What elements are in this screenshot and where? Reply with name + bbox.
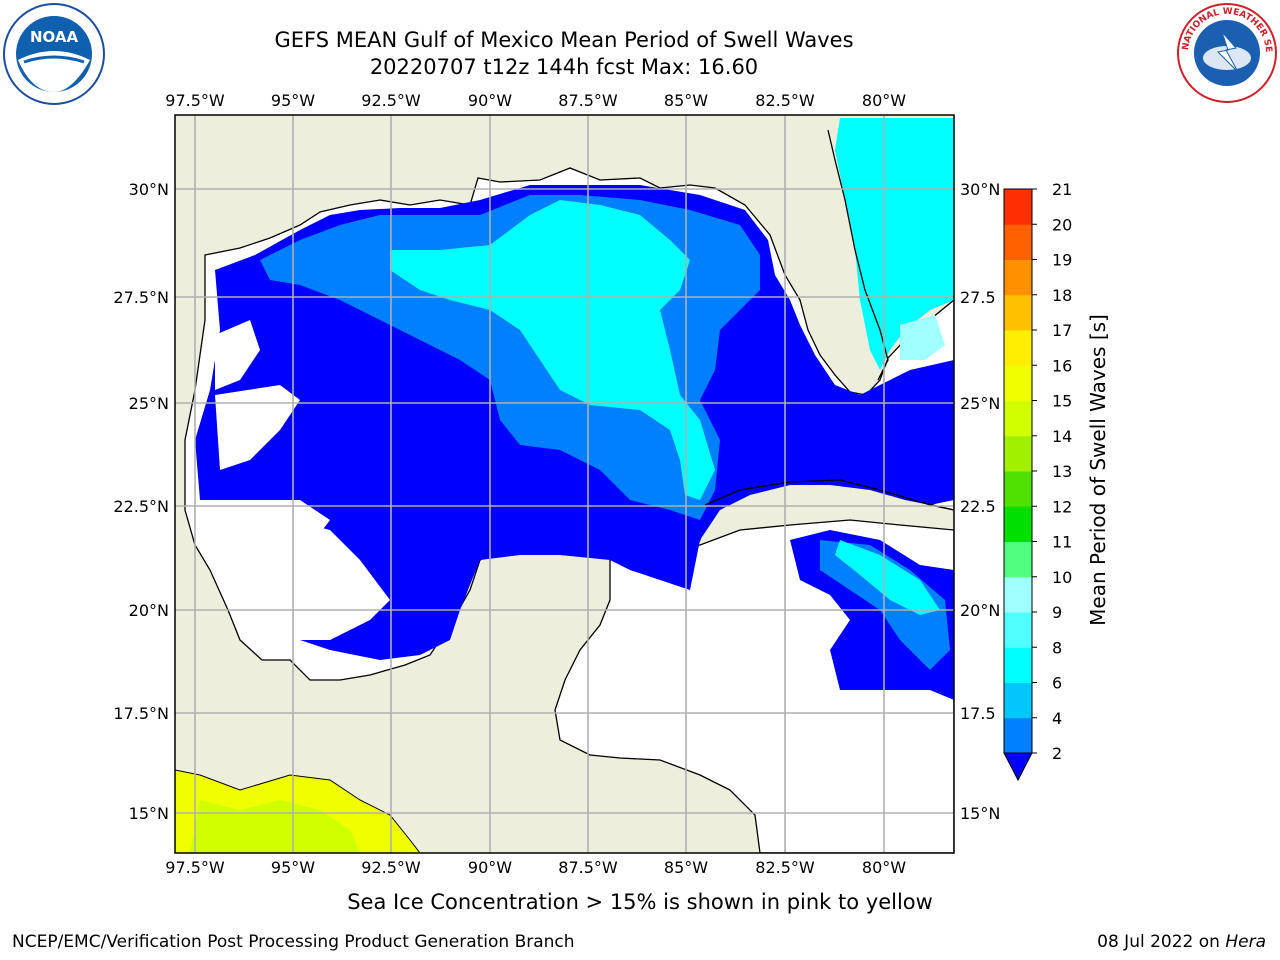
- lat-label: 15°N: [129, 804, 169, 823]
- map-gridlines: [175, 115, 954, 853]
- colorbar-segment: [1004, 259, 1032, 296]
- lon-label: 95°W: [271, 91, 315, 110]
- colorbar-tick-label: 6: [1052, 674, 1062, 693]
- colorbar-segment: [1004, 541, 1032, 578]
- noaa-logo-text: NOAA: [30, 28, 79, 46]
- colorbar-segment: [1004, 612, 1032, 648]
- lat-label: 30°N: [960, 180, 1000, 199]
- colorbar-segment: [1004, 682, 1032, 719]
- chart-title: GEFS MEAN Gulf of Mexico Mean Period of …: [274, 28, 854, 52]
- colorbar-segment: [1004, 294, 1032, 331]
- colorbar-segment: [1004, 576, 1032, 613]
- lat-label: 25°N: [129, 394, 169, 413]
- colorbar-segment: [1004, 647, 1032, 683]
- nws-logo: NATIONAL WEATHER SERVICE: [1176, 2, 1277, 103]
- colorbar-tick-label: 8: [1052, 638, 1062, 657]
- lon-label: 82.5°W: [755, 858, 815, 877]
- right-lat-labels: 30°N 27.5 25°N 22.5 20°N 17.5 15°N: [960, 180, 1000, 823]
- colorbar-segment: [1004, 471, 1032, 507]
- swell-atlantic-region: [835, 118, 954, 370]
- colorbar-segment: [1004, 365, 1032, 401]
- top-lon-labels: 97.5°W 95°W 92.5°W 90°W 87.5°W 85°W 82.5…: [165, 91, 906, 110]
- colorbar-segment: [1004, 717, 1032, 754]
- swell-6-8-region: [390, 200, 715, 500]
- colorbar-label: Mean Period of Swell Waves [s]: [1086, 314, 1110, 626]
- colorbar: 2 4 6 8 9 10 11 12 13 14 15 16 17 18 19 20 21: [1003, 180, 1072, 782]
- colorbar-segment: [1004, 224, 1032, 260]
- lat-label: 27.5°N: [113, 288, 169, 307]
- footer-date: 08 Jul 2022 on Hera: [1097, 932, 1266, 952]
- left-lat-labels: 30°N 27.5°N 25°N 22.5°N 20°N 17.5°N 15°N: [113, 180, 169, 823]
- lat-label: 25°N: [960, 394, 1000, 413]
- lat-label: 20°N: [129, 601, 169, 620]
- lat-label: 17.5: [960, 704, 996, 723]
- colorbar-tick-label: 13: [1052, 462, 1072, 481]
- lon-label: 95°W: [271, 858, 315, 877]
- chart-subtitle: 20220707 t12z 144h fcst Max: 16.60: [369, 55, 759, 79]
- colorbar-segment: [1004, 330, 1032, 366]
- footer-credit: NCEP/EMC/Verification Post Processing Pr…: [12, 932, 575, 952]
- lat-label: 22.5°N: [113, 497, 169, 516]
- colorbar-tick-label: 21: [1052, 180, 1072, 199]
- colorbar-tick-label: 12: [1052, 497, 1072, 516]
- colorbar-segment: [1004, 506, 1032, 542]
- colorbar-tick-label: 20: [1052, 215, 1072, 234]
- lat-label: 15°N: [960, 804, 1000, 823]
- footer-date-text: 08 Jul 2022 on: [1097, 932, 1226, 952]
- map-frame: [174, 114, 955, 854]
- lon-label: 92.5°W: [361, 91, 421, 110]
- lon-label: 90°W: [468, 91, 512, 110]
- swell-atlantic-light-region: [900, 315, 945, 360]
- lon-label: 97.5°W: [165, 91, 225, 110]
- lon-label: 92.5°W: [361, 858, 421, 877]
- colorbar-tick-label: 19: [1052, 251, 1072, 270]
- lon-label: 82.5°W: [755, 91, 815, 110]
- colorbar-tick-label: 14: [1052, 427, 1072, 446]
- lat-label: 27.5: [960, 288, 996, 307]
- lon-label: 85°W: [664, 91, 708, 110]
- florida-coastline: [827, 129, 889, 381]
- colorbar-extend-arrow: [1003, 752, 1033, 782]
- colorbar-segment: [1004, 435, 1032, 472]
- lon-label: 90°W: [468, 858, 512, 877]
- colorbar-tick-label: 15: [1052, 392, 1072, 411]
- lon-label: 97.5°W: [165, 858, 225, 877]
- colorbar-tick-label: 10: [1052, 568, 1072, 587]
- noaa-logo: NOAA: [3, 3, 105, 105]
- bottom-lon-labels: 97.5°W 95°W 92.5°W 90°W 87.5°W 85°W 82.5…: [165, 858, 906, 877]
- sea-ice-note: Sea Ice Concentration > 15% is shown in …: [347, 890, 933, 914]
- map-plot-area: [175, 115, 954, 853]
- colorbar-segment: [1004, 189, 1032, 225]
- lat-label: 30°N: [129, 180, 169, 199]
- lon-label: 85°W: [664, 858, 708, 877]
- footer-machine: Hera: [1225, 932, 1266, 952]
- colorbar-segment: [1004, 400, 1032, 437]
- colorbar-tick-label: 17: [1052, 321, 1072, 340]
- swell-caribbean-cyan-region: [835, 540, 940, 615]
- no-data-patch-west: [205, 320, 390, 640]
- colorbar-tick-label: 2: [1052, 744, 1062, 763]
- lat-label: 22.5: [960, 497, 996, 516]
- lon-label: 87.5°W: [558, 858, 618, 877]
- colorbar-tick-label: 18: [1052, 286, 1072, 305]
- cuba-coastline: [704, 479, 954, 511]
- lon-label: 80°W: [862, 91, 906, 110]
- colorbar-tick-label: 9: [1052, 603, 1062, 622]
- lat-label: 20°N: [960, 601, 1000, 620]
- lon-label: 87.5°W: [558, 91, 618, 110]
- lat-label: 17.5°N: [113, 704, 169, 723]
- swell-caribbean-inner-region: [820, 540, 950, 670]
- lon-label: 80°W: [862, 858, 906, 877]
- colorbar-tick-label: 11: [1052, 533, 1072, 552]
- colorbar-tick-label: 4: [1052, 709, 1062, 728]
- colorbar-tick-label: 16: [1052, 356, 1072, 375]
